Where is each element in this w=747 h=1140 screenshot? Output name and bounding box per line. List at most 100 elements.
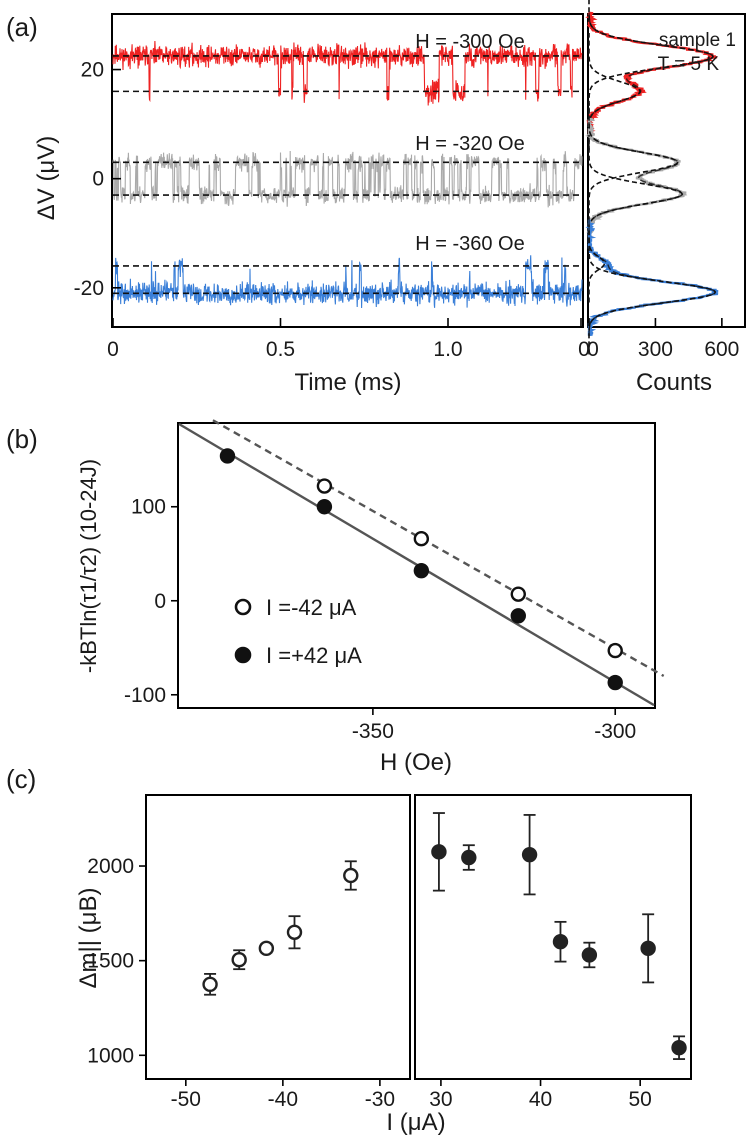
panel-label-b: (b) <box>6 424 38 454</box>
panel-b-energy-vs-field: -350 -300 100 0 -100 I =-42 μA I =+42 μA H (O… <box>76 419 665 776</box>
hist-fit-1 <box>588 12 714 135</box>
hist-gaussian-2-1 <box>588 103 679 222</box>
b-point-open-4 <box>607 642 623 659</box>
c-left-point-3 <box>258 940 275 957</box>
hist-gaussian-3-2 <box>588 224 606 303</box>
hist-xtick-label-2: 300 <box>638 338 673 361</box>
hist-gaussian-3-1 <box>588 230 717 355</box>
c-left-xtick-label-3: -30 <box>365 1088 395 1111</box>
a-xtick-label-1: 0 <box>107 338 119 361</box>
panel-b-plot-frame <box>177 422 656 709</box>
panel-label-a: (a) <box>6 12 38 42</box>
b-point-filled-5 <box>607 674 623 691</box>
trace-label-2: H = -320 Oe <box>415 133 525 155</box>
panel-b-axis-ticks: -350 -300 100 0 -100 <box>124 496 636 743</box>
a-xtick-label-3: 1.0 <box>433 338 462 361</box>
c-right-xtick-label-3: 50 <box>629 1088 652 1111</box>
b-ytick-label-2: 0 <box>154 590 166 613</box>
panel-a-series-labels: H = -300 Oe H = -320 Oe H = -360 Oe <box>415 31 525 255</box>
c-right-point-1 <box>431 844 447 860</box>
panel-c-left-points <box>202 860 359 996</box>
b-point-open-1 <box>316 478 333 494</box>
b-point-filled-2 <box>316 499 333 515</box>
c-left-point-2 <box>231 952 247 968</box>
trace-line-2 <box>112 150 583 208</box>
hist-data-2 <box>585 117 688 239</box>
c-left-point-5 <box>343 867 359 884</box>
a-xtick-label-end: 0 <box>578 338 590 361</box>
panel-c-xlabel: I (μA) <box>386 1109 445 1136</box>
legend-marker-1 <box>234 598 252 616</box>
b-ytick-label-3: -100 <box>124 684 166 707</box>
panel-c-right-ticks: 30 40 50 <box>429 1078 652 1111</box>
a-ytick-label-1: 20 <box>81 59 104 82</box>
b-point-filled-1 <box>219 448 236 464</box>
c-left-ytick-label-2: 1500 <box>87 950 134 973</box>
panel-a-plot-frame <box>111 13 584 328</box>
panel-a-hist-ticks: 0 300 600 <box>587 318 739 361</box>
a-xtick-label-2: 0.5 <box>266 338 295 361</box>
panel-b-legend: I =-42 μA I =+42 μA <box>234 595 362 668</box>
c-left-ytick-label-1: 2000 <box>87 855 134 878</box>
c-left-xtick-label-2: -40 <box>268 1088 298 1111</box>
c-right-point-6 <box>640 940 656 957</box>
hist-gaussian-2-2 <box>588 135 683 253</box>
b-ytick-label-1: 100 <box>131 496 166 519</box>
hist-annotation-temperature: T = 5 K <box>658 54 720 75</box>
c-left-point-1 <box>202 976 218 993</box>
panel-a-trace-group <box>112 40 583 309</box>
panel-c-left-frame <box>145 794 411 1080</box>
c-right-point-5 <box>581 947 598 963</box>
panel-a-xlabel: Time (ms) <box>294 369 401 396</box>
panel-b-ylabel: -kBTln(τ1/τ2) (10-24J) <box>76 459 101 673</box>
panel-a-ylabel: ΔV (μV) <box>33 136 60 221</box>
hist-fit-2 <box>588 118 684 238</box>
hist-data-3 <box>585 219 719 337</box>
panel-a-level-lines <box>113 55 582 295</box>
hist-xtick-label-1: 0 <box>587 338 599 361</box>
hist-gaussian-1-2 <box>588 33 641 151</box>
b-point-open-2 <box>413 531 430 547</box>
b-xtick-label-2: -300 <box>594 720 636 743</box>
panel-a-histogram: 0 300 600 sample 1 T = 5 K Counts <box>585 0 746 396</box>
panel-b-fit-lines <box>178 419 665 707</box>
c-right-point-2 <box>461 849 477 866</box>
fit-line-positive-current <box>178 422 655 707</box>
trace-line-3 <box>112 255 583 309</box>
trace-label-1: H = -300 Oe <box>415 31 525 53</box>
trace-label-3: H = -360 Oe <box>415 233 525 255</box>
c-left-point-4 <box>286 924 303 940</box>
panel-b-xlabel: H (Oe) <box>380 749 452 776</box>
a-ytick-label-2: 0 <box>92 168 104 191</box>
a-ytick-label-3: -20 <box>74 277 104 300</box>
hist-gaussian-1-1 <box>588 0 714 122</box>
b-point-filled-4 <box>510 608 526 624</box>
c-right-point-7 <box>671 1040 687 1056</box>
b-xtick-label-1: -350 <box>352 720 394 743</box>
panel-a-hist-curves <box>585 0 719 355</box>
fit-line-negative-current <box>212 419 665 678</box>
c-right-point-3 <box>521 846 538 863</box>
c-left-xtick-label-1: -50 <box>171 1088 201 1111</box>
hist-annotation-sample: sample 1 <box>659 30 736 51</box>
legend-marker-2 <box>234 646 252 664</box>
panel-a-axis-ticks: 0 0.5 1.0 0 20 0 -20 <box>74 59 590 361</box>
legend-label-1: I =-42 μA <box>266 595 357 620</box>
c-left-ytick-label-3: 1000 <box>87 1044 134 1067</box>
panel-c-ylabel: Δm|| (μB) <box>75 888 102 989</box>
panel-c-right-frame <box>414 794 692 1080</box>
hist-xtick-label-3: 600 <box>704 338 739 361</box>
panel-c-left-ticks: -50 -40 -30 2000 1500 1000 <box>87 855 395 1111</box>
panel-a-hist-frame <box>587 13 746 328</box>
panel-c-moment-vs-current: -50 -40 -30 2000 1500 1000 30 40 50 I (μA) Δm||… <box>75 794 692 1136</box>
panel-label-c: (c) <box>6 764 36 794</box>
c-right-point-4 <box>552 934 569 950</box>
legend-label-2: I =+42 μA <box>266 643 362 668</box>
b-point-filled-3 <box>413 562 430 579</box>
b-point-open-3 <box>510 586 526 602</box>
c-right-xtick-label-2: 40 <box>529 1088 552 1111</box>
panel-b-points <box>219 448 623 691</box>
panel-c-right-points <box>431 812 687 1060</box>
